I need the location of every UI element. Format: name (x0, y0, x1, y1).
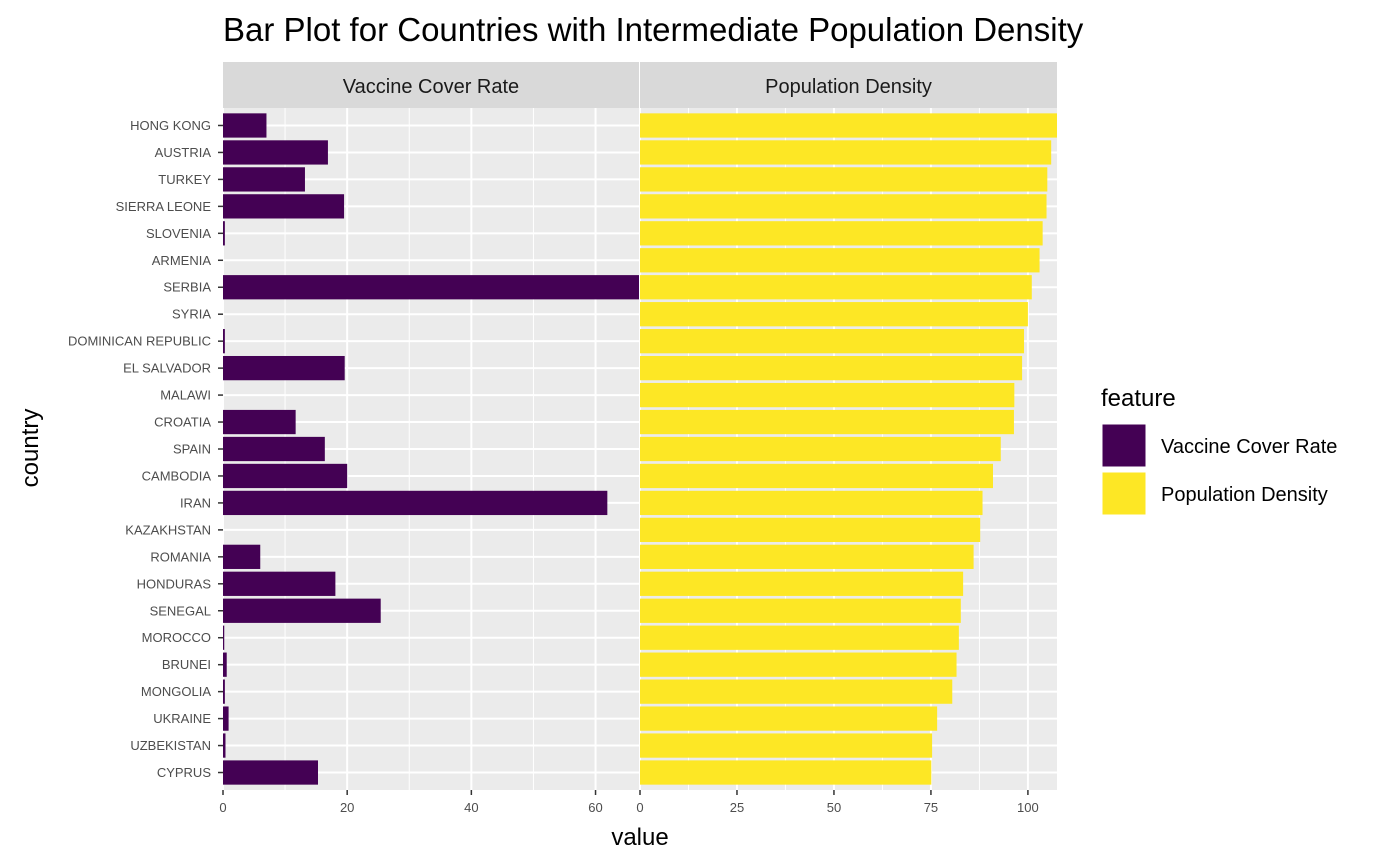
bar-population-density-senegal (640, 598, 961, 623)
bar-population-density-austria (640, 140, 1052, 165)
bar-population-density-cambodia (640, 463, 993, 489)
bar-population-density-slovenia (640, 221, 1043, 246)
bar-population-density-uzbekistan (640, 733, 933, 758)
y-tick-label-kazakhstan: KAZAKHSTAN (125, 522, 211, 537)
bar-vaccine-cover-rate-mongolia (223, 679, 225, 704)
y-tick-label-sierra-leone: SIERRA LEONE (116, 199, 212, 214)
y-tick-label-brunei: BRUNEI (162, 657, 211, 672)
bar-population-density-honduras (640, 571, 964, 596)
y-tick-labels: HONG KONG AUSTRIA TURKEY SIERRA LEONE SLOVEN… (68, 118, 223, 780)
panel-strip (223, 62, 639, 108)
bar-vaccine-cover-rate-ukraine (223, 706, 229, 731)
y-tick-label-cambodia: CAMBODIA (142, 468, 212, 483)
legend-swatch-population-density (1101, 471, 1147, 516)
x-tick-label: 60 (588, 800, 602, 815)
bar-population-density-malawi (640, 382, 1015, 408)
bar-population-density-spain (640, 436, 1001, 462)
legend-title: feature (1101, 385, 1176, 412)
panel-population-density: Population Density 0 25 50 75 100 (636, 62, 1057, 815)
bar-population-density-kazakhstan (640, 517, 981, 543)
y-tick-label-el-salvador: EL SALVADOR (123, 361, 211, 376)
y-tick-label-morocco: MOROCCO (142, 630, 211, 645)
bar-population-density-ukraine (640, 706, 938, 731)
bar-population-density-syria (640, 302, 1028, 327)
y-tick-label-romania: ROMANIA (150, 549, 211, 564)
y-tick-label-croatia: CROATIA (154, 415, 211, 430)
bar-vaccine-cover-rate-romania (223, 544, 261, 569)
bar-population-density-sierra-leone (640, 194, 1047, 219)
bar-vaccine-cover-rate-sierra-leone (223, 194, 345, 219)
panel-strip-label: Population Density (765, 76, 932, 98)
bar-population-density-el-salvador (640, 355, 1023, 381)
y-tick-label-ukraine: UKRAINE (153, 711, 211, 726)
panels: Vaccine Cover Rate 0 20 40 60 Population Dens… (219, 62, 1057, 815)
y-tick-label-dominican-republic: DOMINICAN REPUBLIC (68, 334, 211, 349)
bar-population-density-serbia (640, 275, 1032, 300)
legend: feature Vaccine Cover Rate Population Den… (1101, 385, 1337, 516)
x-tick-label: 25 (730, 800, 744, 815)
bar-vaccine-cover-rate-croatia (223, 409, 296, 435)
bar-vaccine-cover-rate-morocco (223, 625, 225, 650)
panel-strip-label: Vaccine Cover Rate (343, 76, 519, 98)
legend-swatch-vaccine-cover-rate (1101, 423, 1147, 468)
y-tick-label-cyprus: CYPRUS (157, 765, 212, 780)
bar-vaccine-cover-rate-senegal (223, 598, 381, 623)
x-tick-label: 0 (636, 800, 643, 815)
x-tick-label: 0 (219, 800, 226, 815)
x-tick-label: 40 (464, 800, 478, 815)
bar-vaccine-cover-rate-el-salvador (223, 355, 345, 381)
y-axis-label: country (17, 409, 44, 488)
y-tick-label-armenia: ARMENIA (152, 253, 212, 268)
y-tick-label-turkey: TURKEY (158, 172, 211, 187)
y-tick-label-malawi: MALAWI (160, 388, 211, 403)
bar-vaccine-cover-rate-turkey (223, 167, 305, 192)
bar-vaccine-cover-rate-dominican-republic (223, 329, 225, 354)
y-tick-label-honduras: HONDURAS (137, 576, 212, 591)
bar-population-density-croatia (640, 409, 1014, 435)
bar-vaccine-cover-rate-austria (223, 140, 328, 165)
y-tick-label-spain: SPAIN (173, 442, 211, 457)
bar-vaccine-cover-rate-iran (223, 490, 608, 516)
bar-population-density-turkey (640, 167, 1048, 192)
panel-strip (640, 62, 1057, 108)
x-axis-label: value (611, 824, 668, 851)
bar-population-density-cyprus (640, 760, 932, 785)
bar-population-density-mongolia (640, 679, 953, 704)
bar-vaccine-cover-rate-cyprus (223, 760, 318, 785)
y-tick-label-uzbekistan: UZBEKISTAN (130, 738, 211, 753)
bar-vaccine-cover-rate-serbia (223, 275, 639, 300)
bar-population-density-romania (640, 544, 974, 569)
chart-title: Bar Plot for Countries with Intermediate… (223, 11, 1084, 48)
y-tick-label-serbia: SERBIA (163, 280, 211, 295)
x-tick-label: 20 (340, 800, 354, 815)
x-tick-label: 100 (1017, 800, 1039, 815)
legend-label-vaccine-cover-rate: Vaccine Cover Rate (1161, 436, 1337, 458)
bar-vaccine-cover-rate-hong-kong (223, 113, 267, 138)
bar-population-density-armenia (640, 248, 1040, 273)
bar-population-density-morocco (640, 625, 959, 650)
bar-vaccine-cover-rate-cambodia (223, 463, 348, 489)
panel-vaccine-cover-rate: Vaccine Cover Rate 0 20 40 60 (219, 62, 639, 815)
bar-vaccine-cover-rate-uzbekistan (223, 733, 226, 758)
y-tick-label-mongolia: MONGOLIA (141, 684, 211, 699)
y-tick-label-austria: AUSTRIA (155, 145, 212, 160)
y-tick-label-hong-kong: HONG KONG (130, 118, 211, 133)
y-tick-label-slovenia: SLOVENIA (146, 226, 211, 241)
x-tick-label: 50 (827, 800, 841, 815)
bar-vaccine-cover-rate-slovenia (223, 221, 225, 246)
bar-vaccine-cover-rate-brunei (223, 652, 227, 677)
legend-label-population-density: Population Density (1161, 484, 1328, 506)
bar-vaccine-cover-rate-spain (223, 436, 325, 462)
bar-population-density-hong-kong (640, 113, 1057, 138)
bar-population-density-iran (640, 490, 983, 516)
y-tick-label-syria: SYRIA (172, 307, 211, 322)
y-tick-label-senegal: SENEGAL (150, 603, 211, 618)
bar-population-density-brunei (640, 652, 957, 677)
y-tick-label-iran: IRAN (180, 495, 211, 510)
bar-population-density-dominican-republic (640, 329, 1025, 354)
bar-vaccine-cover-rate-honduras (223, 571, 336, 596)
x-tick-label: 75 (924, 800, 938, 815)
